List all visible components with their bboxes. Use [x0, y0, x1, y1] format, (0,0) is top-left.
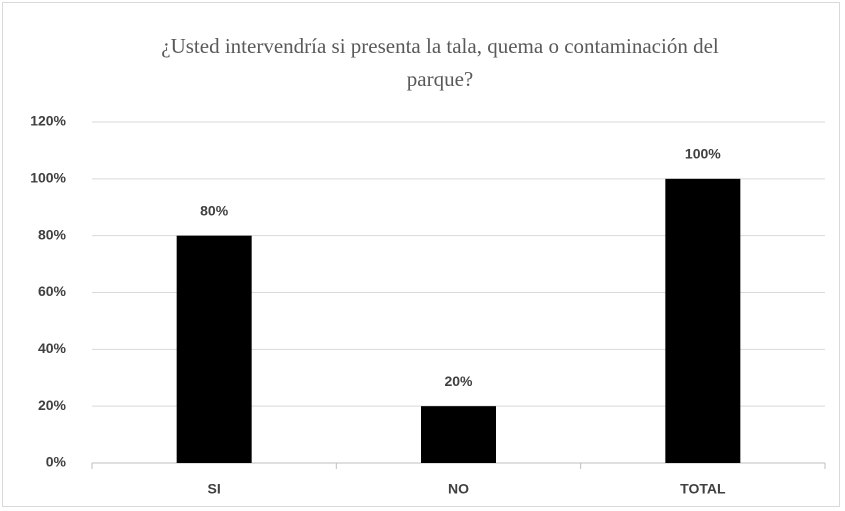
chart-title: ¿Usted intervendría si presenta la tala,… — [161, 34, 719, 91]
y-tick-label: 40% — [38, 340, 67, 356]
data-label: 80% — [200, 202, 229, 218]
y-tick-label: 80% — [38, 226, 67, 242]
y-tick-label: 0% — [46, 454, 67, 470]
bar — [421, 406, 496, 463]
data-label: 20% — [444, 373, 473, 389]
bar — [665, 178, 741, 464]
y-tick-label: 120% — [30, 113, 66, 129]
y-tick-label: 20% — [38, 397, 67, 413]
bar — [176, 235, 252, 463]
x-tick-label: NO — [448, 481, 469, 497]
y-tick-label: 100% — [30, 170, 66, 186]
x-tick-label: TOTAL — [680, 481, 726, 497]
x-tick-label: SI — [208, 481, 221, 497]
y-tick-label: 60% — [38, 283, 67, 299]
data-label: 100% — [685, 146, 721, 162]
